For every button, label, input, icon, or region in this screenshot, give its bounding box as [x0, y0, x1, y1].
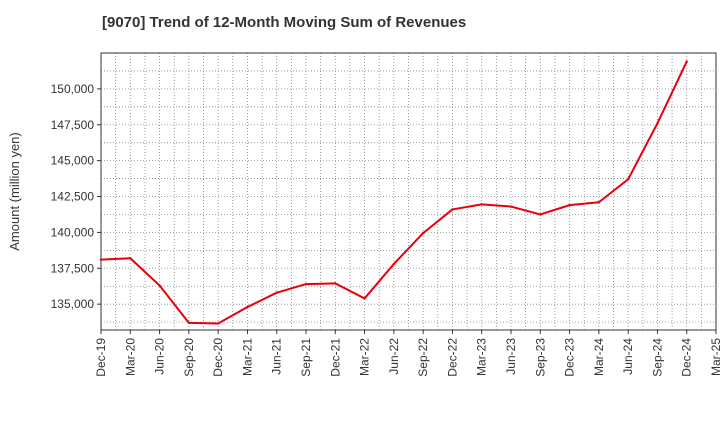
data-point — [392, 262, 396, 266]
x-tick-label: Sep-22 — [416, 338, 430, 377]
data-point — [304, 282, 308, 286]
x-tick-label: Dec-19 — [94, 338, 108, 377]
x-tick-label: Mar-22 — [358, 338, 372, 376]
series-layer — [99, 60, 688, 325]
x-tick-label: Sep-21 — [299, 338, 313, 377]
x-tick-label: Sep-23 — [533, 338, 547, 377]
x-axis-ticks: Dec-19 Mar-20 Jun-20 Sep-20 Dec-20 Mar-21 Jun-… — [94, 330, 720, 377]
data-point — [656, 122, 659, 125]
chart-title: [9070] Trend of 12-Month Moving Sum of R… — [102, 14, 467, 31]
data-point — [509, 205, 513, 208]
x-tick-label: Jun-21 — [270, 338, 284, 375]
x-tick-label: Jun-22 — [387, 338, 401, 375]
x-tick-label: Mar-25 — [709, 338, 720, 376]
x-tick-label: Sep-24 — [650, 338, 664, 377]
y-tick-label: 142,500 — [51, 190, 95, 204]
y-tick-label: 140,000 — [51, 225, 95, 239]
x-tick-label: Mar-24 — [592, 338, 606, 376]
x-tick-label: Jun-23 — [504, 338, 518, 375]
x-tick-label: Dec-24 — [680, 338, 694, 377]
y-tick-label: 137,500 — [51, 261, 95, 275]
plot-area-frame — [100, 52, 717, 331]
data-point — [568, 203, 571, 207]
data-point — [158, 284, 161, 287]
y-axis-title: Amount (million yen) — [7, 132, 22, 251]
grid-lines — [100, 52, 717, 330]
data-point — [480, 203, 483, 206]
data-point — [626, 178, 630, 181]
y-tick-label: 135,000 — [51, 297, 95, 311]
data-point — [129, 257, 132, 260]
data-point — [539, 213, 542, 216]
data-point — [685, 60, 688, 63]
data-point — [99, 258, 103, 261]
data-point — [246, 305, 249, 309]
x-tick-label: Dec-23 — [563, 338, 577, 377]
x-tick-label: Mar-20 — [123, 338, 137, 376]
x-tick-label: Dec-20 — [211, 338, 225, 377]
x-tick-label: Jun-24 — [621, 338, 635, 375]
data-point — [187, 321, 191, 325]
x-tick-label: Sep-20 — [182, 338, 196, 377]
x-tick-label: Mar-21 — [240, 338, 254, 376]
y-tick-label: 145,000 — [51, 154, 95, 168]
data-point — [275, 291, 278, 294]
data-point — [597, 201, 601, 204]
data-point — [451, 208, 454, 211]
x-tick-label: Dec-22 — [445, 338, 459, 377]
data-point — [363, 297, 366, 300]
y-tick-label: 150,000 — [51, 82, 95, 96]
data-point — [421, 231, 425, 235]
x-tick-label: Jun-20 — [153, 338, 167, 375]
y-axis-ticks: 135,000 137,500 140,000 142,500 145,000 147,5… — [51, 82, 101, 311]
x-tick-label: Mar-23 — [475, 338, 489, 376]
x-tick-label: Dec-21 — [328, 338, 342, 377]
data-point — [334, 282, 337, 285]
data-point — [216, 322, 220, 325]
y-tick-label: 147,500 — [51, 118, 95, 132]
